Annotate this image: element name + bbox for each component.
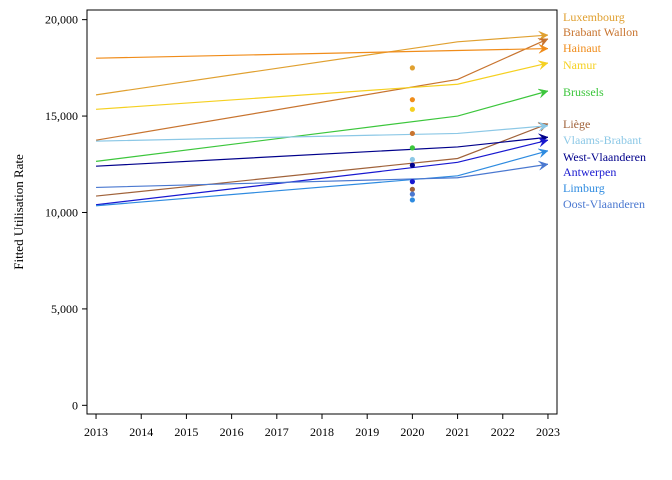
x-tick-label: 2019	[355, 425, 379, 439]
point-2020-liege	[409, 186, 415, 192]
series-line-oost-vlaanderen	[96, 163, 549, 189]
arrowhead-brabant-wallon	[537, 38, 549, 47]
x-tick-label: 2022	[491, 425, 515, 439]
series-line-vlaams-brabant	[96, 125, 549, 142]
series-line-hainaut	[96, 47, 548, 59]
y-tick-label: 5,000	[51, 302, 78, 316]
point-2020-namur	[409, 106, 415, 112]
point-2020-limburg	[409, 197, 415, 203]
legend-label-vlaams-brabant: Vlaams-Brabant	[563, 133, 642, 147]
x-tick-label: 2013	[84, 425, 108, 439]
legend-label-oost-vlaanderen: Oost-Vlaanderen	[563, 197, 645, 211]
x-tick-label: 2020	[400, 425, 424, 439]
point-2020-hainaut	[409, 97, 415, 103]
legend-label-west-vlaanderen: West-Vlaanderen	[563, 150, 646, 164]
legend-label-limburg: Limburg	[563, 181, 605, 195]
legend-label-namur: Namur	[563, 58, 596, 72]
arrowhead-namur	[538, 60, 549, 70]
points-2020	[409, 65, 415, 203]
series-lines	[95, 31, 549, 207]
legend-label-luxembourg: Luxembourg	[563, 10, 625, 24]
point-2020-brabant-wallon	[409, 130, 415, 137]
point-2020-oost-vlaanderen	[409, 191, 415, 197]
point-2020-vlaams-brabant	[409, 156, 415, 163]
series-line-brussels	[95, 90, 549, 162]
arrowhead-antwerpen	[537, 137, 549, 147]
legend-label-liege: Liège	[563, 117, 590, 131]
arrowhead-vlaams-brabant	[538, 121, 549, 132]
series-line-liege	[95, 123, 549, 197]
arrowhead-limburg	[537, 148, 549, 158]
y-tick-label: 0	[72, 398, 78, 412]
point-2020-antwerpen	[409, 179, 415, 185]
legend-label-brabant-wallon: Brabant Wallon	[563, 25, 638, 39]
arrowhead-hainaut	[538, 44, 549, 54]
legend-label-antwerpen: Antwerpen	[563, 165, 616, 179]
arrowhead-brussels	[537, 88, 549, 98]
point-2020-brussels	[409, 145, 415, 151]
x-tick-label: 2017	[265, 425, 289, 439]
legend-label-hainaut: Hainaut	[563, 41, 602, 55]
axes	[86, 9, 558, 415]
series-line-west-vlaanderen	[96, 136, 549, 167]
x-tick-label: 2021	[446, 425, 470, 439]
point-2020-luxembourg	[409, 65, 415, 71]
y-tick-label: 15,000	[45, 109, 78, 123]
y-axis: 0 5,000 10,000 15,000 20,000	[45, 13, 87, 412]
series-line-luxembourg	[95, 34, 549, 96]
x-tick-label: 2014	[129, 425, 153, 439]
x-tick-label: 2018	[310, 425, 334, 439]
y-axis-title: Fitted Utilisation Rate	[11, 154, 26, 270]
y-tick-label: 20,000	[45, 13, 78, 27]
series-line-brabant-wallon	[95, 38, 549, 141]
y-tick-label: 10,000	[45, 205, 78, 219]
legend-label-brussels: Brussels	[563, 85, 604, 99]
plot-frame	[86, 9, 558, 415]
series-line-namur	[95, 62, 549, 110]
series-line-antwerpen	[95, 139, 549, 206]
x-tick-label: 2023	[536, 425, 560, 439]
x-axis: 2013 2014 2015 2016 2017 2018 2019 2020 2021 2022…	[84, 414, 560, 439]
arrowhead-oost-vlaanderen	[538, 160, 549, 171]
series-line-limburg	[95, 150, 549, 207]
x-tick-label: 2016	[220, 425, 244, 439]
point-2020-west-vlaanderen	[409, 162, 415, 168]
x-tick-label: 2015	[174, 425, 198, 439]
